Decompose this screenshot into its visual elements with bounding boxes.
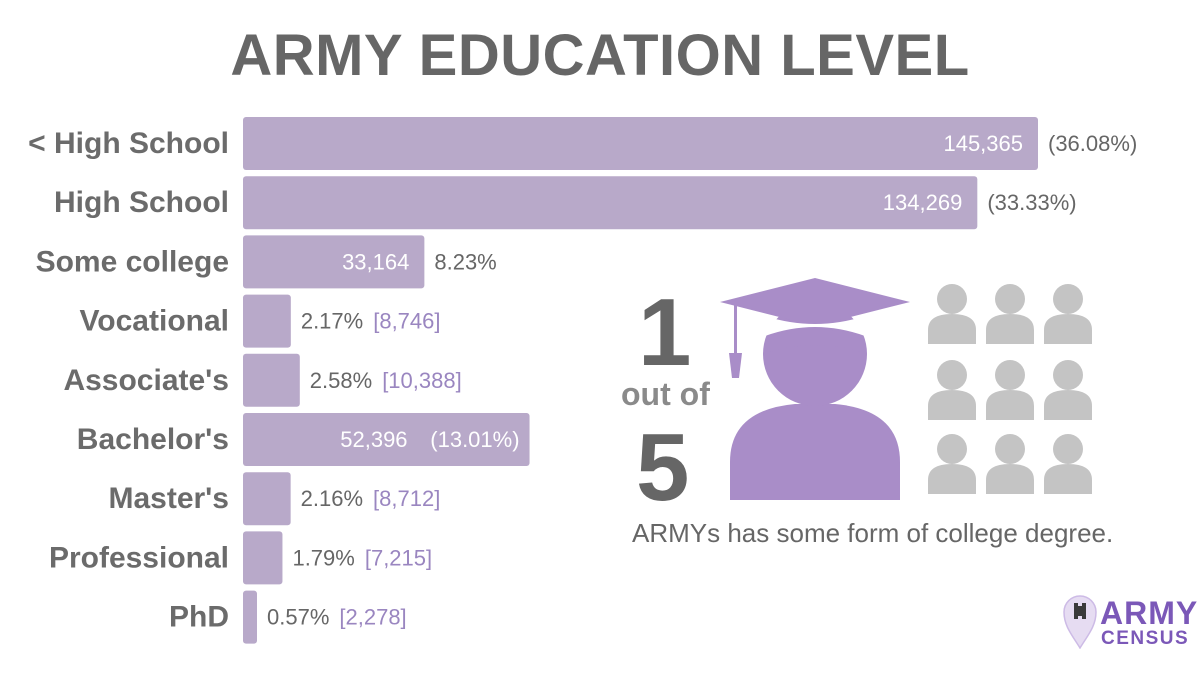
percent-label: 2.58% xyxy=(310,368,372,393)
person-icon xyxy=(928,434,976,494)
logo-census: CENSUS xyxy=(1101,628,1190,649)
category-label: Professional xyxy=(49,541,229,574)
category-label: Master's xyxy=(108,482,229,515)
count-label: [8,746] xyxy=(373,309,440,334)
percent-label: 2.16% xyxy=(301,486,363,511)
people-grid xyxy=(928,284,1092,494)
stat-caption: ARMYs has some form of college degree. xyxy=(632,518,1114,548)
percent-label: (36.08%) xyxy=(1048,131,1137,156)
percent-label: 1.79% xyxy=(292,545,354,570)
count-label: [8,712] xyxy=(373,486,440,511)
person-icon xyxy=(986,360,1034,420)
bar xyxy=(243,353,300,407)
stat-denominator: 5 xyxy=(636,414,690,521)
category-label: < High School xyxy=(28,127,229,160)
map-pin-icon xyxy=(1063,595,1097,649)
percent-label: 0.57% xyxy=(267,605,329,630)
bar xyxy=(243,472,291,526)
logo-army: ARMY xyxy=(1100,595,1199,631)
percent-label: (13.01%) xyxy=(430,427,519,452)
graduate-icon xyxy=(720,278,910,500)
bar xyxy=(243,590,257,644)
person-icon xyxy=(986,434,1034,494)
percent-label: (33.33%) xyxy=(987,190,1076,215)
category-label: High School xyxy=(54,186,229,219)
count-label: [10,388] xyxy=(382,368,462,393)
bar xyxy=(243,413,530,466)
percent-label: 8.23% xyxy=(434,249,496,274)
person-icon xyxy=(1044,434,1092,494)
bar xyxy=(243,531,283,585)
stat-out-of: out of xyxy=(621,376,710,412)
category-label: PhD xyxy=(169,601,229,634)
person-icon xyxy=(928,360,976,420)
category-label: Some college xyxy=(36,245,229,278)
count-label: [7,215] xyxy=(365,545,432,570)
count-label: [2,278] xyxy=(339,605,406,630)
category-label: Associate's xyxy=(63,364,229,397)
bar xyxy=(243,294,291,348)
person-icon xyxy=(928,284,976,344)
bar xyxy=(243,117,1038,170)
value-label: 52,396 xyxy=(340,427,407,452)
chart-title: ARMY EDUCATION LEVEL xyxy=(230,23,970,88)
bar xyxy=(243,176,978,230)
person-icon xyxy=(1044,284,1092,344)
person-icon xyxy=(1044,360,1092,420)
value-label: 145,365 xyxy=(943,131,1023,156)
percent-label: 2.17% xyxy=(301,309,363,334)
bar xyxy=(243,235,425,289)
category-label: Vocational xyxy=(80,305,229,338)
stat-numerator: 1 xyxy=(638,279,692,386)
value-label: 33,164 xyxy=(342,249,409,274)
category-label: Bachelor's xyxy=(77,423,229,456)
value-label: 134,269 xyxy=(883,190,963,215)
person-icon xyxy=(986,284,1034,344)
